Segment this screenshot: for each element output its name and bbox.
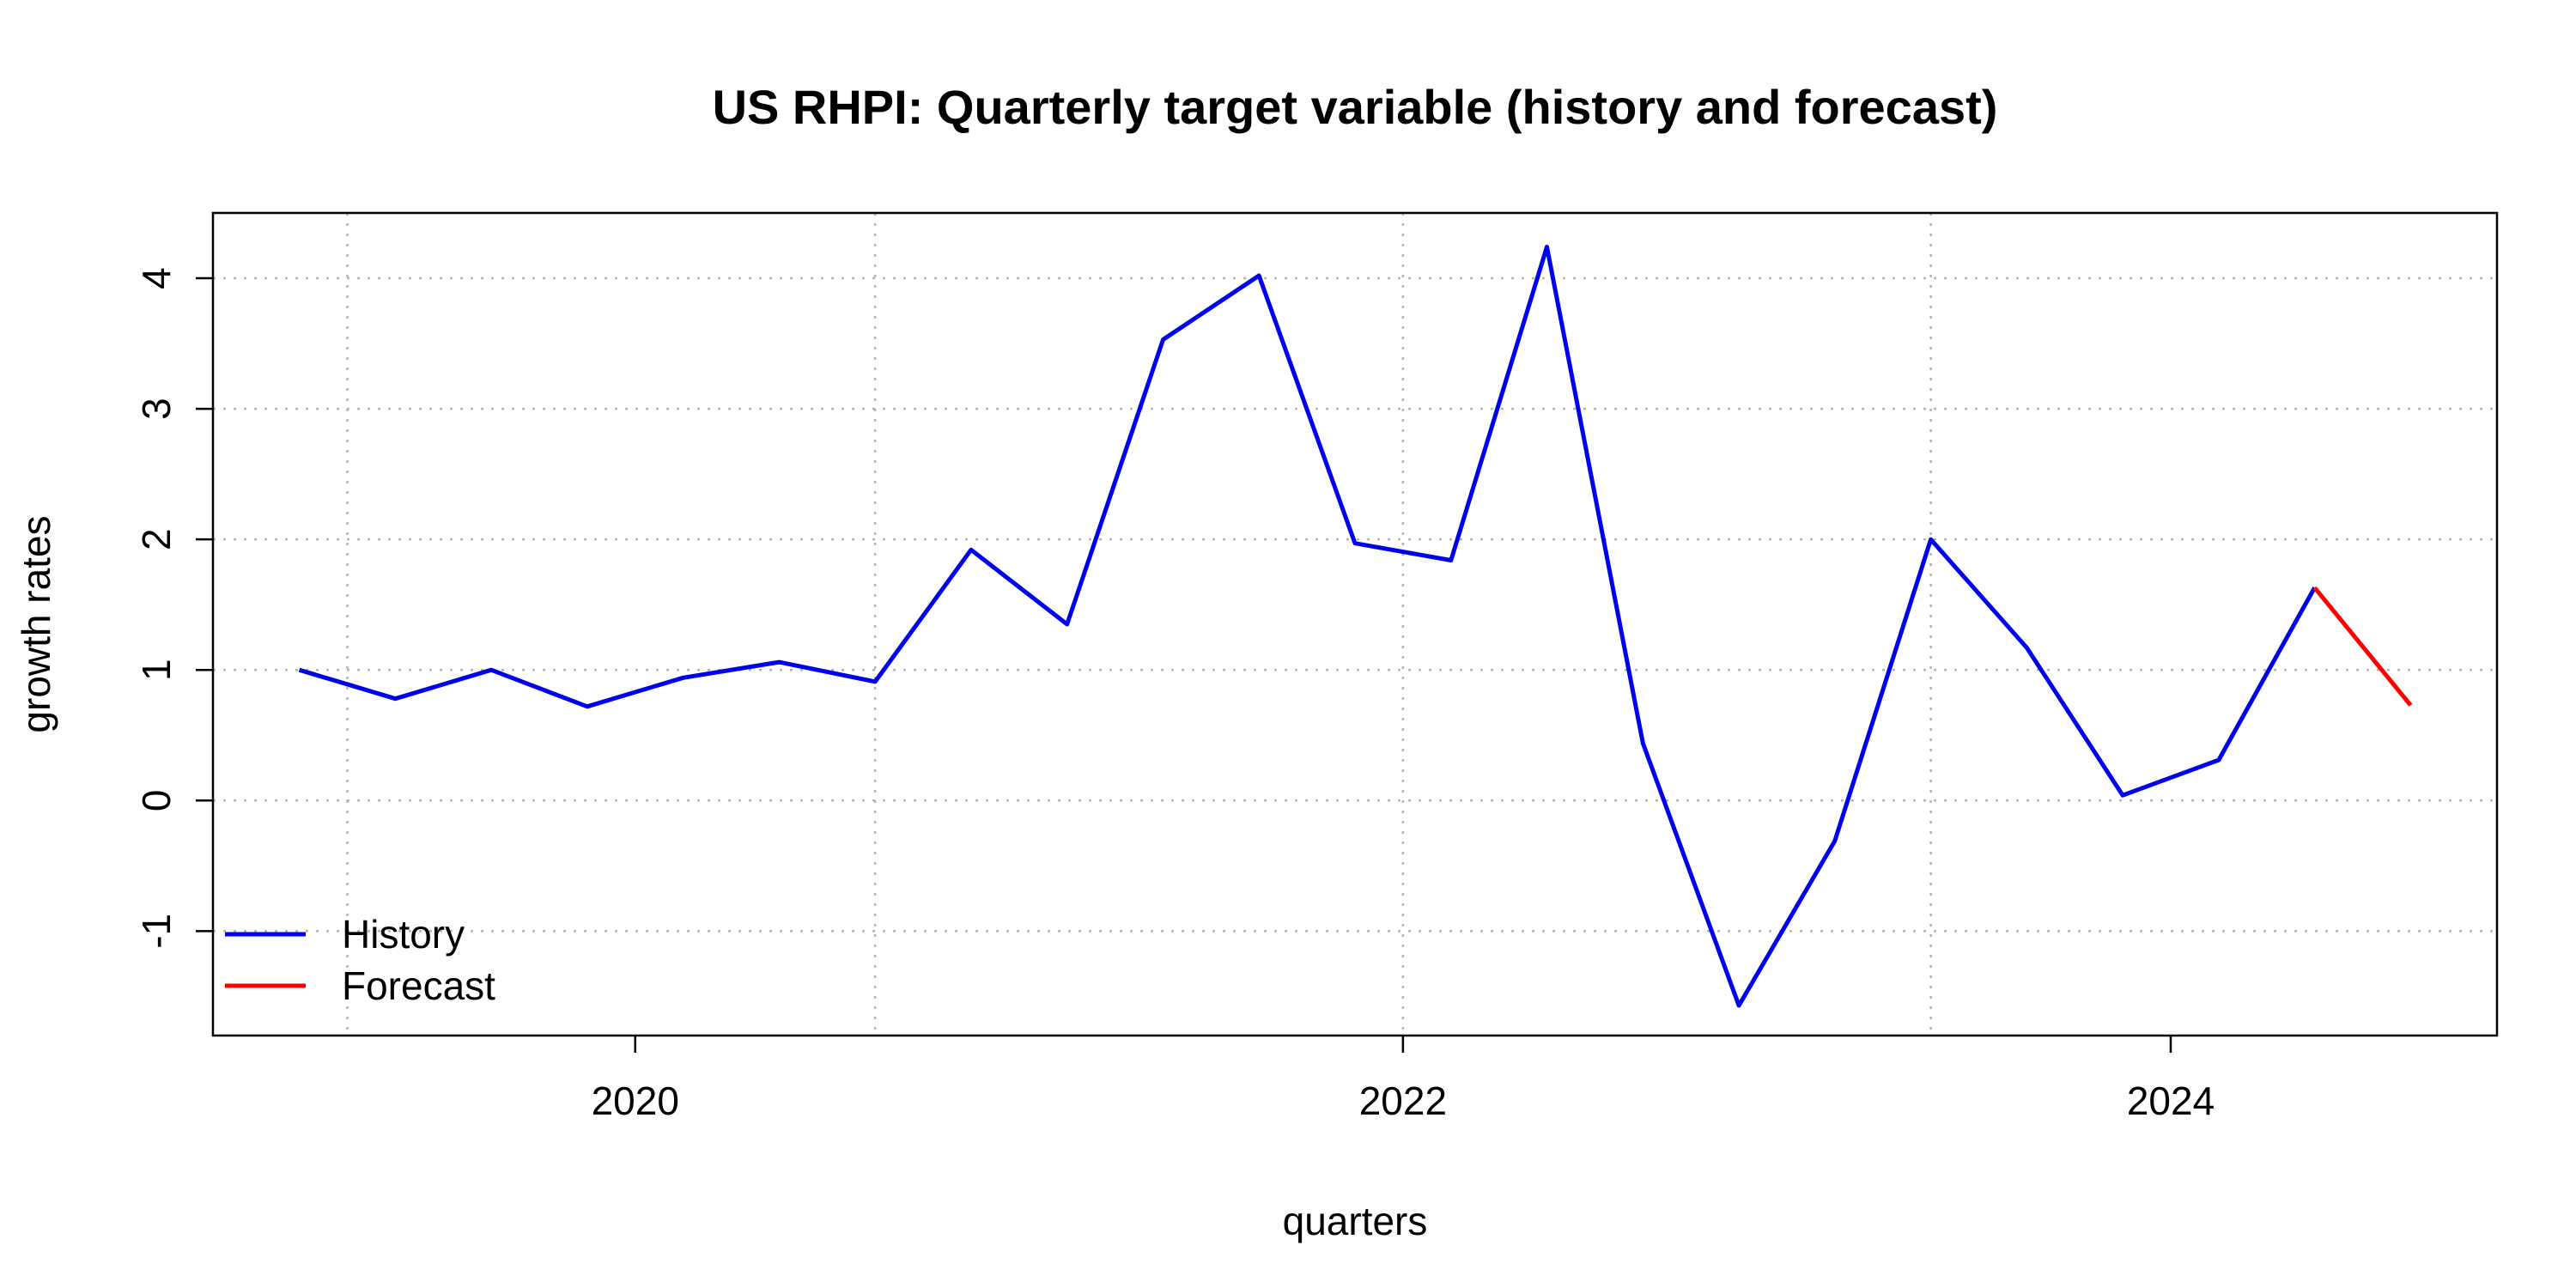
legend-label-history: History [342,912,465,957]
chart-title: US RHPI: Quarterly target variable (hist… [713,80,1998,134]
y-tick-label: -1 [134,914,179,949]
legend: History Forecast [225,912,495,1008]
y-tick-label: 3 [134,398,179,420]
y-axis-label: growth rates [14,515,58,732]
axis-ticks: 2020 2022 2024 -1 0 1 2 3 4 [134,267,2215,1123]
y-tick-label: 1 [134,659,179,681]
legend-label-forecast: Forecast [342,963,495,1008]
y-tick-label: 0 [134,789,179,811]
grid-lines [213,213,2497,1036]
x-tick-label: 2024 [2127,1078,2215,1123]
plot-frame [211,211,2499,1037]
series-line-history [298,245,2317,1008]
x-tick-label: 2022 [1359,1078,1447,1123]
series-line-forecast [2312,586,2413,707]
y-tick-label: 2 [134,528,179,550]
x-tick-label: 2020 [592,1078,679,1123]
series-lines [298,245,2413,1008]
x-axis-label: quarters [1283,1199,1428,1243]
y-tick-label: 4 [134,267,179,289]
